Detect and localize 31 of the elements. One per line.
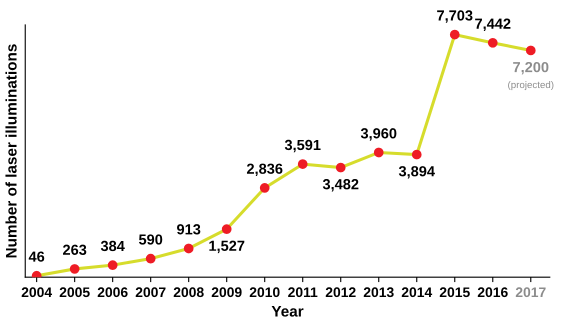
data-label: 3,960 bbox=[360, 128, 396, 141]
data-label: 2,836 bbox=[246, 164, 282, 176]
x-tick-label: 2006 bbox=[98, 287, 128, 298]
x-tick-label: 2009 bbox=[212, 287, 242, 298]
x-tick-label: 2004 bbox=[22, 287, 52, 298]
data-label: 384 bbox=[100, 240, 125, 252]
data-label: 913 bbox=[177, 224, 200, 234]
x-tick-label: 2017 bbox=[516, 287, 546, 298]
x-tick-label: 2008 bbox=[174, 287, 204, 298]
x-tick-label: 2007 bbox=[136, 287, 166, 298]
data-label: 3,894 bbox=[398, 166, 435, 179]
y-axis-title: Number of laser illuminations bbox=[5, 44, 17, 258]
x-tick-label: 2014 bbox=[402, 287, 432, 298]
x-tick-label: 2010 bbox=[250, 287, 280, 298]
data-label: 1,527 bbox=[209, 240, 244, 254]
data-label: 590 bbox=[138, 234, 162, 245]
x-tick-label: 2016 bbox=[478, 287, 508, 298]
data-label: 263 bbox=[63, 244, 86, 255]
x-tick-label: 2005 bbox=[60, 287, 90, 298]
x-tick-label: 2012 bbox=[326, 287, 356, 298]
data-label: 7,703 bbox=[437, 10, 472, 23]
data-label: 7,442 bbox=[475, 18, 510, 31]
data-label: 3,482 bbox=[322, 179, 358, 192]
data-label: 46 bbox=[28, 251, 44, 262]
x-tick-label: 2011 bbox=[288, 287, 318, 298]
x-axis-title: Year bbox=[272, 306, 304, 317]
data-label: 7,200 bbox=[513, 62, 548, 74]
x-tick-label: 2015 bbox=[440, 287, 470, 298]
x-tick-label: 2013 bbox=[364, 287, 394, 298]
data-label: 3,591 bbox=[284, 140, 321, 152]
annotation: (projected) bbox=[508, 81, 554, 90]
